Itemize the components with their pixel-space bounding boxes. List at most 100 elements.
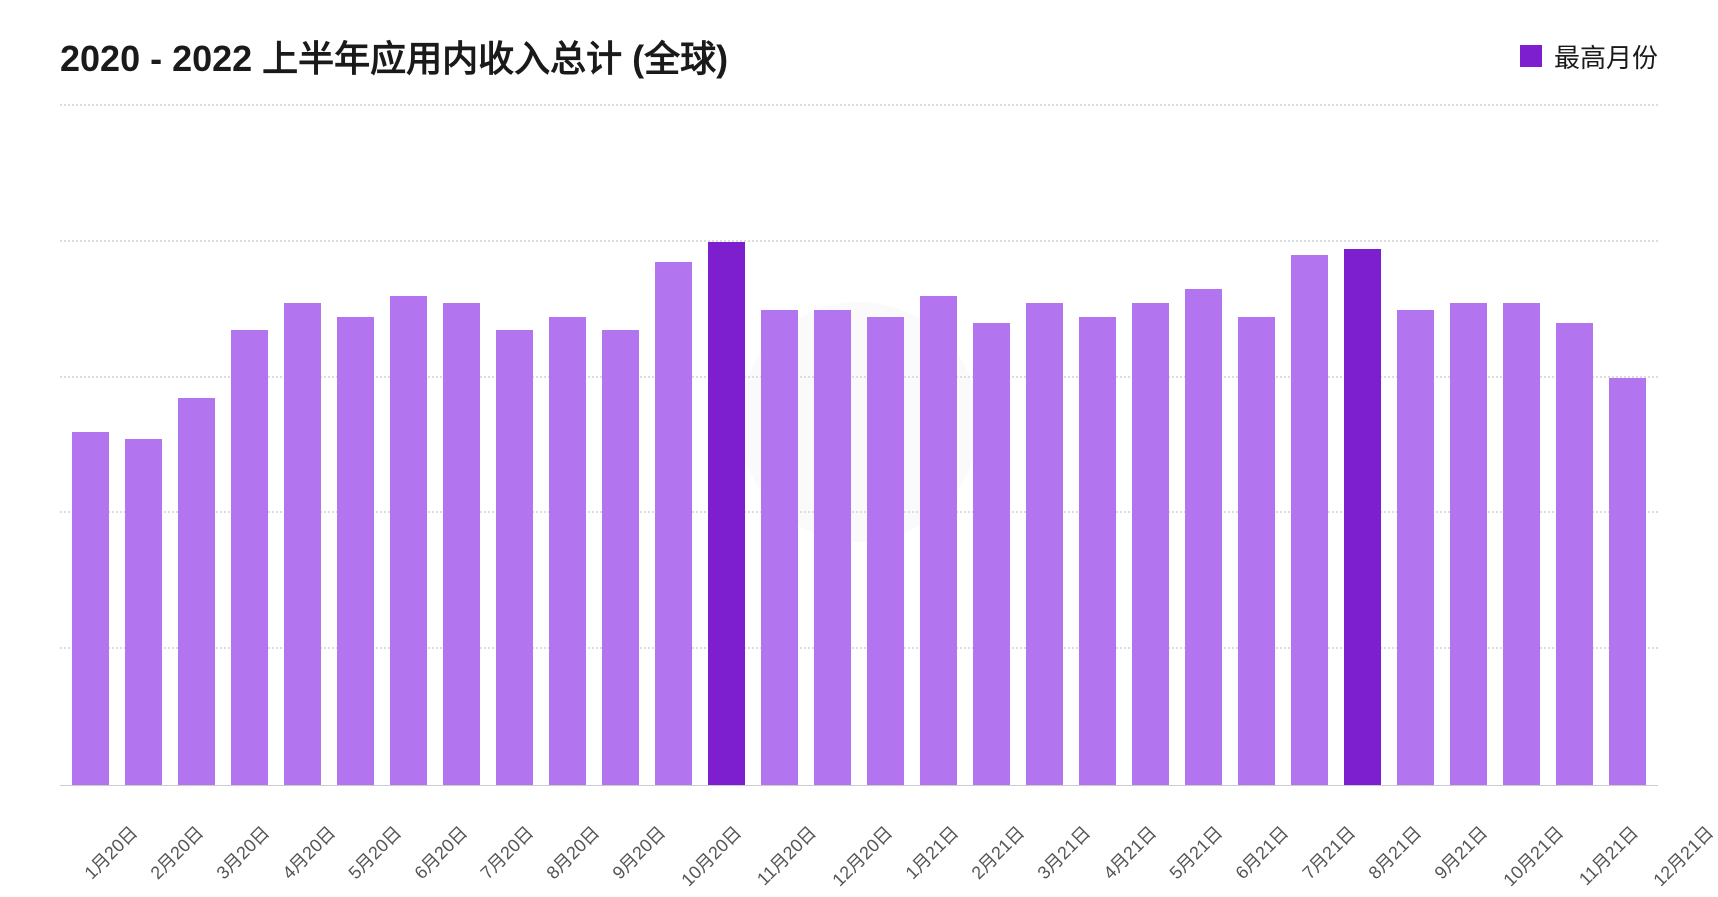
revenue-bar-chart: 2020 - 2022 上半年应用内收入总计 (全球) 最高月份 1月20日2月… [0,0,1718,897]
data-bar [1185,289,1221,785]
x-tick: 5月20日 [328,794,394,820]
data-bar [1397,310,1433,785]
data-bar [1450,303,1486,785]
x-axis-label: 4月21日 [1097,819,1162,884]
x-tick: 6月20日 [394,794,460,820]
bar-slot [965,106,1018,785]
data-bar [284,303,320,785]
bar-slot [329,106,382,785]
data-bar [1026,303,1062,785]
bar-slot [223,106,276,785]
x-tick: 2月21日 [951,794,1017,820]
x-tick: 10月21日 [1480,794,1556,820]
bar-slot [1495,106,1548,785]
data-bar [814,310,850,785]
data-bar [1609,378,1645,785]
x-tick: 1月22日 [1706,794,1718,820]
x-tick: 5月21日 [1149,794,1215,820]
x-axis-label: 2月21日 [965,819,1030,884]
data-bar [1132,303,1168,785]
x-tick: 11月21日 [1556,794,1631,820]
x-axis: 1月20日2月20日3月20日4月20日5月20日6月20日7月20日8月20日… [60,794,1658,820]
x-tick: 2月20日 [130,794,196,820]
bar-slot [647,106,700,785]
x-tick: 10月20日 [658,794,734,820]
bar-slot [1442,106,1495,785]
data-bar [1344,249,1380,785]
bar-slot [117,106,170,785]
x-axis-label: 3月20日 [210,819,275,884]
x-axis-label: 2月20日 [144,819,209,884]
bar-slot [276,106,329,785]
bar-slot [170,106,223,785]
data-bar [920,296,956,785]
data-bar [602,330,638,785]
bar-slot [1230,106,1283,785]
data-bar [1291,255,1327,785]
x-tick: 6月21日 [1215,794,1281,820]
bar-slot [1389,106,1442,785]
bar-slot [806,106,859,785]
x-tick: 8月20日 [526,794,592,820]
chart-title: 2020 - 2022 上半年应用内收入总计 (全球) [60,30,728,82]
bar-slot [1336,106,1389,785]
bar-slot [859,106,912,785]
x-axis-label: 8月21日 [1361,819,1426,884]
data-bar [390,296,426,785]
chart-header: 2020 - 2022 上半年应用内收入总计 (全球) 最高月份 [60,30,1658,82]
x-axis-label: 11月21日 [1572,819,1643,890]
x-tick: 12月21日 [1630,794,1706,820]
bar-slot [700,106,753,785]
data-bar [655,262,691,785]
data-bar [761,310,797,785]
data-bar [708,242,744,785]
x-axis-label: 9月21日 [1427,819,1492,884]
x-tick: 1月21日 [885,794,951,820]
data-bar [1079,317,1115,786]
x-tick: 7月21日 [1282,794,1348,820]
x-tick: 11月20日 [734,794,809,820]
bar-slot [1124,106,1177,785]
data-bar [1238,317,1274,786]
bar-slot [541,106,594,785]
plot-area [60,106,1658,786]
x-axis-label: 7月20日 [474,819,539,884]
bar-slot [594,106,647,785]
bar-slot [1601,106,1654,785]
x-axis-label: 9月20日 [606,819,671,884]
x-tick: 3月21日 [1017,794,1083,820]
data-bar [1503,303,1539,785]
bar-slot [382,106,435,785]
x-tick: 12月20日 [809,794,885,820]
data-bar [125,439,161,785]
x-axis-label: 12月20日 [826,819,898,891]
bar-slot [1283,106,1336,785]
bar-slot [1548,106,1601,785]
x-axis-label: 10月21日 [1496,819,1568,891]
data-bar [1556,323,1592,785]
x-tick: 9月20日 [592,794,658,820]
x-tick: 4月20日 [262,794,328,820]
data-bar [496,330,532,785]
data-bar [867,317,903,786]
x-axis-label: 8月20日 [540,819,605,884]
x-tick: 7月20日 [460,794,526,820]
x-axis-label: 10月20日 [675,819,747,891]
bar-slot [1071,106,1124,785]
x-tick: 3月20日 [196,794,262,820]
bar-slot [488,106,541,785]
x-axis-label: 3月21日 [1031,819,1096,884]
x-axis-label: 6月21日 [1229,819,1294,884]
x-tick: 1月20日 [64,794,130,820]
x-tick: 4月21日 [1083,794,1149,820]
bar-slot [435,106,488,785]
data-bar [549,317,585,786]
chart-legend: 最高月份 [1520,38,1658,75]
x-axis-label: 11月20日 [751,819,822,890]
data-bar [443,303,479,785]
data-bar [973,323,1009,785]
bar-slot [1177,106,1230,785]
data-bar [72,432,108,785]
x-axis-label: 1月21日 [899,819,964,884]
x-axis-label: 7月21日 [1295,819,1360,884]
